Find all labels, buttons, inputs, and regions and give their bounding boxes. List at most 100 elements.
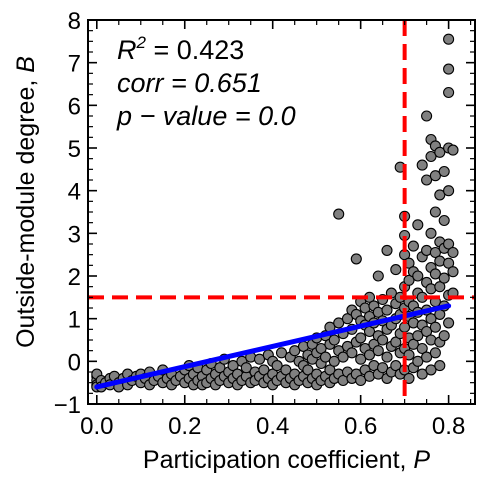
- data-point: [412, 355, 424, 367]
- data-point: [447, 246, 459, 259]
- data-point: [346, 347, 358, 359]
- data-point: [377, 334, 389, 346]
- data-point: [355, 353, 367, 365]
- data-point: [319, 351, 332, 363]
- data-point: [328, 334, 340, 346]
- data-point: [434, 146, 446, 158]
- data-point: [315, 342, 327, 355]
- x-tick-label: 0.8: [432, 413, 465, 440]
- data-point: [421, 351, 433, 363]
- data-point: [355, 332, 367, 344]
- data-point: [443, 257, 455, 269]
- data-point: [333, 317, 345, 329]
- y-axis-title-var: B: [12, 56, 40, 73]
- data-point: [416, 368, 428, 380]
- y-tick-label: 3: [68, 221, 81, 248]
- data-point: [429, 206, 441, 218]
- data-point: [363, 349, 376, 361]
- data-point: [425, 150, 437, 163]
- chart-axes: 0.0 0.2 0.4 0.6 0.8 −1 0 1 2 3 4 5 6 7 8: [54, 8, 476, 440]
- data-point: [407, 240, 419, 252]
- data-point: [403, 274, 415, 286]
- regression-line: [94, 303, 452, 390]
- data-point: [416, 342, 428, 355]
- data-point: [434, 281, 446, 293]
- r-squared-superscript: 2: [136, 33, 147, 52]
- data-point: [429, 246, 441, 259]
- data-point: [390, 336, 402, 348]
- data-point: [214, 362, 226, 374]
- data-point: [227, 360, 239, 372]
- x-tick-label: 0.2: [168, 413, 201, 440]
- data-point: [372, 270, 384, 282]
- data-point: [425, 313, 437, 325]
- data-point: [341, 313, 354, 325]
- p-value-annotation: p − value = 0.0: [116, 101, 296, 131]
- data-point: [447, 266, 459, 278]
- data-point: [412, 270, 424, 282]
- data-point: [425, 227, 437, 239]
- y-tick-label: 8: [68, 8, 81, 35]
- data-point: [324, 364, 336, 376]
- data-point: [258, 364, 270, 376]
- data-point: [429, 268, 441, 280]
- y-axis-title: Outside-module degree, B: [12, 56, 40, 348]
- data-point: [372, 345, 384, 357]
- chart-lines: [88, 20, 475, 404]
- data-point: [438, 272, 450, 284]
- data-point: [443, 33, 455, 45]
- data-point: [438, 214, 450, 227]
- data-point: [416, 159, 428, 171]
- data-point: [289, 345, 301, 357]
- data-point: [240, 362, 252, 374]
- data-point: [280, 364, 292, 376]
- data-point: [350, 253, 362, 265]
- data-point: [271, 360, 283, 372]
- data-point: [355, 374, 367, 387]
- correlation-annotation: corr = 0.651: [117, 68, 262, 98]
- r-squared-annotation: R2 = 0.423: [117, 33, 244, 65]
- data-point: [328, 355, 340, 367]
- y-tick-label: 6: [68, 93, 81, 120]
- data-point: [412, 219, 424, 231]
- y-tick-label: −1: [54, 392, 81, 419]
- data-point: [390, 264, 402, 276]
- y-tick-label: 2: [68, 264, 81, 291]
- data-points: [91, 33, 459, 393]
- data-point: [253, 353, 266, 365]
- data-point: [443, 317, 455, 329]
- data-point: [421, 325, 433, 338]
- data-point: [377, 362, 389, 374]
- x-tick-label: 0.4: [256, 413, 289, 440]
- r-squared-value: = 0.423: [146, 35, 244, 65]
- data-point: [390, 360, 402, 372]
- data-point: [434, 189, 446, 201]
- data-point: [412, 330, 424, 342]
- y-tick-label: 1: [68, 307, 81, 334]
- x-tick-label: 0.6: [344, 413, 377, 440]
- data-point: [443, 63, 455, 75]
- y-tick-label: 7: [68, 51, 81, 78]
- data-point: [381, 244, 393, 256]
- x-axis-title-text: Participation coefficient,: [143, 446, 414, 474]
- data-point: [429, 170, 441, 182]
- data-point: [447, 144, 459, 156]
- data-point: [275, 347, 288, 359]
- data-point: [381, 351, 393, 363]
- y-axis-title-text: Outside-module degree,: [12, 73, 40, 348]
- data-point: [443, 86, 455, 99]
- data-point: [429, 321, 441, 333]
- data-point: [302, 364, 314, 376]
- data-point: [337, 351, 349, 363]
- data-point: [407, 338, 419, 350]
- chart-text: Participation coefficient, P Outside-modu…: [12, 33, 430, 474]
- data-point: [429, 347, 441, 359]
- x-axis-title: Participation coefficient, P: [143, 446, 431, 474]
- y-tick-label: 4: [68, 179, 81, 206]
- r-squared-label: R: [117, 35, 137, 65]
- data-point: [425, 364, 437, 376]
- x-tick-label: 0.0: [80, 413, 113, 440]
- data-point: [421, 174, 433, 186]
- data-point: [434, 360, 446, 372]
